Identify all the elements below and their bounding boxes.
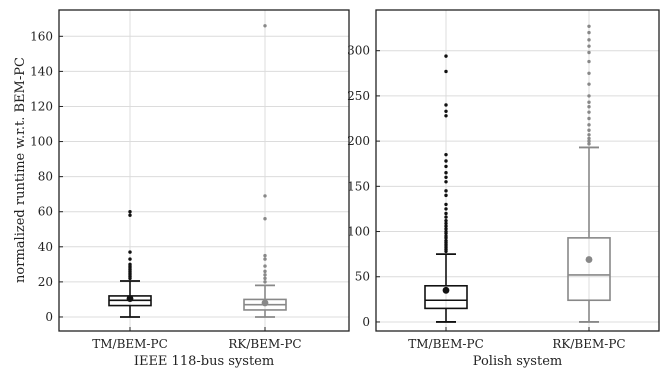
- outlier-point: [444, 238, 448, 243]
- outlier-point: [444, 224, 448, 228]
- y-tick-label: 140: [30, 64, 53, 78]
- outlier-point: [263, 280, 267, 284]
- outlier-point: [444, 171, 448, 175]
- y-tick-label: 160: [30, 29, 53, 43]
- plot-frame: [375, 9, 660, 332]
- panel-ieee-118: 0 20 40 60 80 100 120 140 160 TM/BEM-PC RK/BEM-PC I…: [30, 9, 350, 369]
- x-axis-label: IEEE 118-bus system: [134, 354, 274, 369]
- outlier-point: [587, 116, 591, 121]
- outlier-point: [587, 82, 591, 86]
- outlier-point: [587, 100, 591, 104]
- y-tick-label: 100: [347, 225, 370, 239]
- outlier-point: [128, 213, 132, 217]
- y-tick-label: 80: [38, 170, 53, 184]
- outlier-point: [444, 234, 448, 238]
- y-tick-label: 300: [347, 44, 370, 58]
- box-iqr: [567, 237, 611, 302]
- box-1: [243, 24, 287, 318]
- box-1: [567, 24, 611, 323]
- outlier-point: [587, 142, 591, 146]
- x-tick-label: RK/BEM-PC: [552, 337, 625, 351]
- panel-polish: 0 50 100 150 200 250 300 TM/BEM-PC RK/BEM-PC Poli…: [347, 9, 660, 369]
- y-tick-label: 60: [38, 205, 53, 219]
- mean-marker: [442, 286, 450, 294]
- y-axis-label: normalized runtime w.r.t. BEM-PC: [13, 57, 28, 283]
- outlier-point: [444, 175, 448, 179]
- outlier-point: [263, 217, 267, 221]
- y-tick-label: 0: [362, 315, 370, 329]
- y-tick-label: 100: [30, 135, 53, 149]
- box-iqr: [424, 284, 468, 310]
- x-tick-label: TM/BEM-PC: [92, 337, 168, 351]
- outlier-point: [444, 152, 448, 157]
- outlier-point: [263, 269, 267, 274]
- outlier-point: [587, 94, 591, 98]
- outlier-point: [128, 262, 132, 267]
- outlier-point: [263, 264, 267, 268]
- outlier-point: [263, 257, 267, 261]
- outlier-point: [587, 24, 591, 28]
- outlier-point: [128, 250, 132, 254]
- outlier-point: [444, 218, 448, 223]
- outlier-point: [263, 253, 267, 258]
- outlier-point: [444, 114, 448, 118]
- outlier-point: [444, 227, 448, 231]
- outlier-point: [587, 44, 591, 48]
- y-tick-label: 20: [38, 275, 53, 289]
- outlier-point: [444, 159, 448, 163]
- y-tick-label: 250: [347, 89, 370, 103]
- mean-marker: [126, 295, 134, 302]
- y-tick-label: 50: [355, 270, 370, 284]
- outlier-point: [587, 38, 591, 42]
- outlier-point: [444, 164, 448, 169]
- outlier-point: [444, 69, 448, 74]
- outlier-point: [444, 180, 448, 184]
- x-axis-label: Polish system: [473, 354, 562, 369]
- outlier-point: [444, 229, 448, 234]
- outlier-point: [587, 123, 591, 127]
- y-tick-label: 0: [45, 310, 53, 324]
- outlier-point: [587, 139, 591, 143]
- outlier-point: [128, 210, 132, 214]
- outlier-point: [263, 276, 267, 281]
- outlier-point: [444, 189, 448, 193]
- outlier-point: [444, 221, 448, 226]
- outlier-point: [444, 202, 448, 207]
- x-tick-label: RK/BEM-PC: [228, 337, 301, 351]
- outlier-point: [263, 273, 267, 277]
- outlier-point: [444, 215, 448, 219]
- outlier-point: [263, 24, 267, 28]
- plot-frame: [58, 9, 350, 332]
- outlier-point: [587, 128, 591, 132]
- mean-marker: [585, 256, 593, 263]
- box-0: [424, 54, 468, 323]
- outlier-point: [444, 103, 448, 107]
- y-tick-label: 200: [347, 134, 370, 148]
- outlier-point: [444, 54, 448, 58]
- outlier-point: [444, 193, 448, 198]
- outlier-point: [128, 257, 132, 261]
- y-tick-label: 150: [347, 179, 370, 193]
- outlier-point: [587, 136, 591, 141]
- outlier-point: [587, 71, 591, 75]
- outlier-point: [263, 194, 267, 198]
- box-0: [108, 210, 152, 318]
- outlier-point: [587, 30, 591, 35]
- y-tick-label: 120: [30, 99, 53, 113]
- outlier-point: [587, 50, 591, 55]
- outlier-point: [444, 207, 448, 211]
- x-tick-label: TM/BEM-PC: [408, 337, 484, 351]
- outlier-point: [444, 211, 448, 216]
- outlier-point: [587, 133, 591, 137]
- outlier-point: [444, 109, 448, 113]
- outlier-point: [587, 59, 591, 64]
- mean-marker: [261, 299, 269, 307]
- outlier-point: [587, 110, 591, 114]
- y-tick-label: 40: [38, 240, 53, 254]
- outlier-point: [587, 105, 591, 109]
